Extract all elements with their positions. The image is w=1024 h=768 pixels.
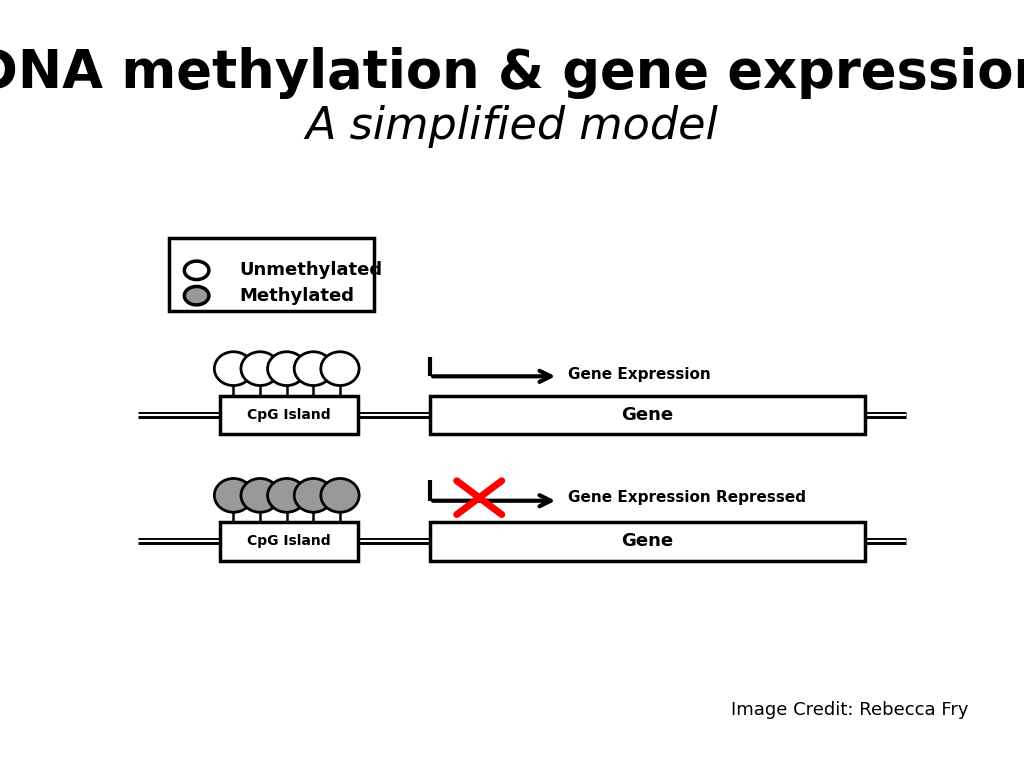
Text: Unmethylated: Unmethylated: [240, 261, 383, 280]
Circle shape: [184, 286, 209, 305]
Ellipse shape: [294, 352, 333, 386]
Ellipse shape: [294, 478, 333, 512]
Text: DNA methylation & gene expression: DNA methylation & gene expression: [0, 47, 1024, 99]
Ellipse shape: [241, 478, 280, 512]
Bar: [220, 522, 358, 561]
Text: Gene: Gene: [622, 532, 674, 551]
Text: CpG Island: CpG Island: [248, 535, 331, 548]
Text: Gene: Gene: [622, 406, 674, 424]
Ellipse shape: [321, 352, 359, 386]
Bar: [430, 396, 865, 434]
Ellipse shape: [321, 478, 359, 512]
Text: A simplified model: A simplified model: [305, 105, 719, 148]
Circle shape: [184, 261, 209, 280]
Ellipse shape: [214, 352, 253, 386]
Text: CpG Island: CpG Island: [248, 408, 331, 422]
Text: Gene Expression Repressed: Gene Expression Repressed: [568, 490, 806, 505]
Ellipse shape: [241, 352, 280, 386]
Text: Gene Expression: Gene Expression: [568, 366, 711, 382]
Ellipse shape: [214, 478, 253, 512]
Ellipse shape: [267, 478, 306, 512]
Text: Image Credit: Rebecca Fry: Image Credit: Rebecca Fry: [731, 701, 969, 720]
Ellipse shape: [267, 352, 306, 386]
Bar: [220, 396, 358, 434]
Bar: [430, 522, 865, 561]
Bar: [169, 238, 374, 311]
Text: Methylated: Methylated: [240, 286, 354, 305]
